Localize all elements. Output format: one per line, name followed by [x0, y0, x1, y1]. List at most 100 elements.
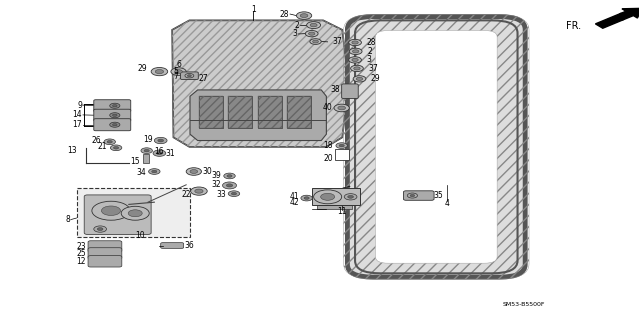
Bar — [143, 154, 149, 163]
Circle shape — [344, 194, 357, 200]
Circle shape — [228, 191, 240, 197]
Text: 28: 28 — [367, 38, 376, 47]
Circle shape — [314, 190, 342, 204]
FancyArrow shape — [595, 8, 640, 28]
Circle shape — [144, 149, 149, 152]
Text: 5: 5 — [173, 67, 179, 76]
Text: 4: 4 — [445, 199, 450, 208]
Text: 13: 13 — [67, 145, 77, 154]
Circle shape — [113, 114, 117, 116]
Text: 38: 38 — [331, 85, 340, 94]
Text: 37: 37 — [369, 64, 378, 73]
Circle shape — [185, 73, 194, 78]
Text: 17: 17 — [73, 120, 83, 129]
Text: 3: 3 — [293, 29, 298, 39]
Circle shape — [356, 77, 363, 80]
Circle shape — [128, 210, 142, 217]
Text: 18: 18 — [323, 141, 333, 150]
Text: 15: 15 — [131, 157, 140, 166]
Circle shape — [171, 68, 186, 75]
Circle shape — [338, 106, 346, 110]
Circle shape — [113, 146, 118, 149]
Text: 29: 29 — [371, 74, 381, 83]
Text: 20: 20 — [323, 154, 333, 163]
Text: 30: 30 — [202, 167, 212, 176]
Circle shape — [113, 105, 117, 107]
Circle shape — [154, 137, 167, 144]
FancyBboxPatch shape — [180, 72, 198, 79]
Circle shape — [141, 148, 152, 153]
Text: 23: 23 — [77, 242, 86, 251]
Bar — [312, 188, 360, 205]
Text: 29: 29 — [137, 64, 147, 73]
Text: 22: 22 — [181, 190, 191, 199]
Text: 25: 25 — [77, 249, 86, 258]
Circle shape — [191, 187, 207, 195]
Circle shape — [97, 228, 103, 231]
Circle shape — [92, 201, 130, 220]
Circle shape — [113, 123, 117, 126]
FancyBboxPatch shape — [88, 241, 122, 252]
Text: 19: 19 — [143, 135, 152, 144]
Circle shape — [353, 50, 359, 53]
Circle shape — [232, 192, 237, 195]
Circle shape — [349, 39, 362, 46]
FancyBboxPatch shape — [376, 31, 497, 263]
FancyBboxPatch shape — [88, 248, 122, 259]
Text: 16: 16 — [154, 147, 164, 156]
FancyBboxPatch shape — [348, 17, 525, 277]
Circle shape — [351, 65, 364, 71]
Text: 32: 32 — [212, 180, 221, 189]
Text: 41: 41 — [290, 192, 300, 201]
Bar — [287, 96, 311, 128]
Circle shape — [190, 170, 198, 174]
Circle shape — [109, 103, 120, 108]
Circle shape — [352, 41, 358, 44]
Text: 12: 12 — [77, 257, 86, 266]
Text: 27: 27 — [199, 74, 209, 83]
FancyBboxPatch shape — [84, 195, 151, 234]
Circle shape — [107, 140, 112, 143]
Text: 11: 11 — [337, 207, 347, 216]
Text: 10: 10 — [135, 231, 145, 240]
Text: 3: 3 — [367, 56, 371, 64]
Circle shape — [227, 184, 233, 187]
FancyBboxPatch shape — [94, 119, 131, 131]
FancyBboxPatch shape — [161, 243, 184, 249]
Text: 37: 37 — [332, 37, 342, 46]
Circle shape — [307, 22, 321, 29]
Circle shape — [227, 175, 232, 177]
Bar — [77, 188, 190, 237]
Circle shape — [353, 76, 366, 82]
FancyBboxPatch shape — [88, 256, 122, 267]
Text: 6: 6 — [176, 60, 181, 69]
Bar — [287, 96, 311, 128]
Bar — [257, 96, 282, 128]
Circle shape — [94, 226, 106, 232]
Text: 35: 35 — [433, 191, 443, 200]
Circle shape — [175, 70, 182, 73]
Polygon shape — [190, 90, 326, 141]
Circle shape — [348, 196, 353, 198]
Circle shape — [109, 113, 120, 118]
Circle shape — [109, 122, 120, 127]
Circle shape — [339, 144, 344, 147]
Bar — [335, 149, 349, 160]
Circle shape — [300, 14, 308, 18]
Polygon shape — [172, 20, 349, 147]
Text: 9: 9 — [77, 100, 83, 110]
FancyBboxPatch shape — [403, 191, 434, 200]
Text: 1: 1 — [251, 5, 255, 14]
FancyBboxPatch shape — [94, 100, 131, 112]
Circle shape — [158, 139, 164, 142]
Bar — [199, 96, 223, 128]
Bar — [199, 96, 223, 128]
Bar — [257, 96, 282, 128]
Circle shape — [410, 194, 415, 197]
Bar — [228, 96, 252, 128]
Text: 28: 28 — [280, 10, 289, 19]
Circle shape — [304, 197, 309, 199]
Circle shape — [301, 195, 312, 201]
Text: 7: 7 — [173, 72, 179, 81]
Circle shape — [195, 189, 203, 193]
